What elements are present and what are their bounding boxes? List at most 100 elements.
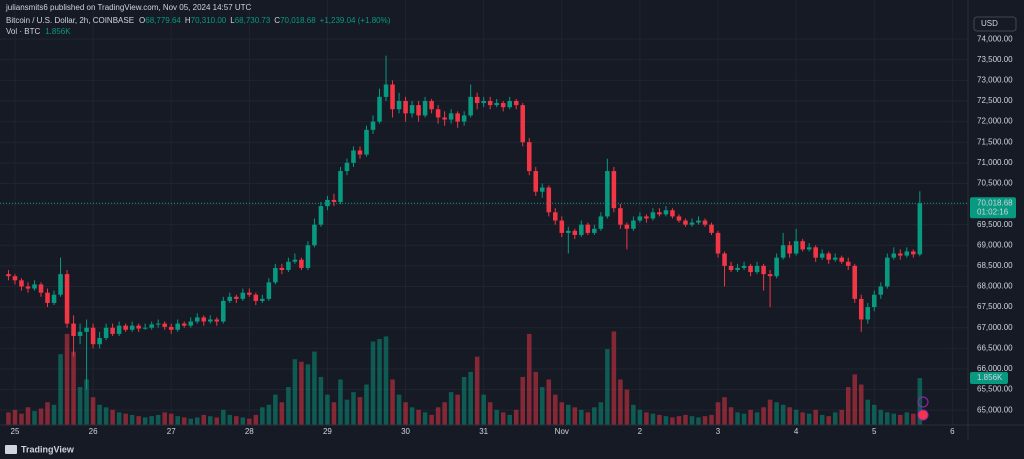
volume-bar [390, 379, 395, 425]
candle-body [624, 224, 630, 229]
volume-bar [234, 416, 239, 425]
volume-bar [58, 354, 63, 425]
candle-body [917, 203, 923, 255]
volume-bar [553, 394, 558, 425]
currency[interactable]: USD [981, 19, 998, 28]
candle-body [58, 274, 63, 295]
volume-bar [221, 409, 226, 425]
volume-bar [312, 351, 317, 425]
y-tick-label: 69,000.00 [977, 240, 1013, 249]
candle-body [273, 267, 278, 283]
candle-body [168, 326, 174, 330]
candle-body [520, 105, 526, 143]
volume-bar [32, 411, 37, 425]
volume-bar [911, 413, 916, 425]
volume-bar [266, 404, 272, 425]
candle-body [513, 100, 519, 106]
candle-body [592, 228, 597, 233]
candle-body [722, 253, 727, 266]
event-icon[interactable] [917, 409, 929, 421]
candle-body [676, 216, 682, 221]
candle-body [878, 286, 884, 295]
candle-body [136, 325, 141, 329]
volume-bar [370, 341, 376, 425]
volume-bar [292, 359, 298, 425]
volume-bar [566, 404, 571, 425]
candle-body [12, 276, 18, 281]
candle-body [585, 224, 591, 233]
candle-body [911, 251, 916, 255]
candle-body [448, 113, 454, 120]
volume-bar [175, 416, 180, 425]
volume-bar [403, 402, 408, 425]
candle-body [351, 150, 356, 163]
candle-body [474, 96, 480, 104]
volume-bar [832, 412, 838, 425]
volume-bar [260, 407, 265, 425]
volume-bar [227, 414, 233, 425]
volume-legend: Vol · BTC 1.856K [6, 27, 71, 36]
candle-body [299, 259, 304, 268]
candle-body [832, 257, 838, 260]
volume-bar [559, 402, 565, 425]
volume-bar [539, 387, 545, 425]
x-tick-label: 6 [950, 427, 955, 436]
candle-body [409, 105, 415, 114]
volume-bar [162, 412, 167, 425]
y-tick-label: 67,500.00 [977, 302, 1013, 311]
countdown: 01:02:16 [977, 207, 1009, 216]
volume-bar [722, 397, 727, 425]
last-price-label: 70,018.68 [977, 198, 1013, 207]
event-icon[interactable] [917, 396, 929, 408]
candle-body [553, 212, 558, 221]
candle-body [461, 115, 467, 122]
candle-body [819, 253, 825, 258]
candle-body [748, 265, 753, 273]
volume-bar [741, 413, 747, 425]
volume-bar [442, 402, 447, 425]
volume-bar [689, 416, 695, 425]
volume-bar [709, 414, 714, 425]
volume-bar [357, 397, 363, 425]
volume-bar [767, 399, 773, 425]
candle-body [25, 286, 31, 289]
candle-body [64, 274, 70, 324]
candle-body [650, 212, 656, 219]
candle-body [572, 230, 578, 235]
currency-button[interactable] [973, 16, 1017, 32]
candle-body [390, 84, 395, 110]
candle-body [533, 171, 539, 192]
candle-body [696, 220, 701, 223]
y-tick-label: 68,500.00 [977, 261, 1013, 270]
candle-body [663, 210, 669, 215]
volume-bar [898, 414, 903, 425]
candle-body [312, 224, 317, 246]
candle-body [416, 105, 421, 116]
candle-body [481, 100, 486, 104]
volume-bar [865, 399, 871, 425]
candle-body [904, 251, 910, 256]
volume-bar [572, 407, 578, 425]
candle-body [579, 224, 584, 235]
volume-bar [448, 392, 454, 425]
legend-key: H [185, 16, 191, 25]
grid [0, 0, 968, 425]
volume-bar [77, 387, 83, 425]
legend-key: L [230, 16, 235, 25]
candle-body [6, 274, 11, 277]
candle-body [234, 296, 239, 299]
volume-bar [819, 414, 825, 425]
volume-bar [155, 414, 161, 425]
candle-body [826, 253, 831, 260]
volume-bar [754, 412, 760, 425]
volume-bar [240, 417, 246, 425]
volume-value: 1.856K [45, 27, 71, 36]
y-tick-label: 69,500.00 [977, 220, 1013, 229]
volume-bar [885, 412, 890, 425]
volume-bar [51, 404, 57, 425]
volume-bar [344, 399, 350, 425]
candle-body [260, 298, 265, 301]
volume-bar [761, 407, 766, 425]
volume-bar [351, 392, 356, 425]
